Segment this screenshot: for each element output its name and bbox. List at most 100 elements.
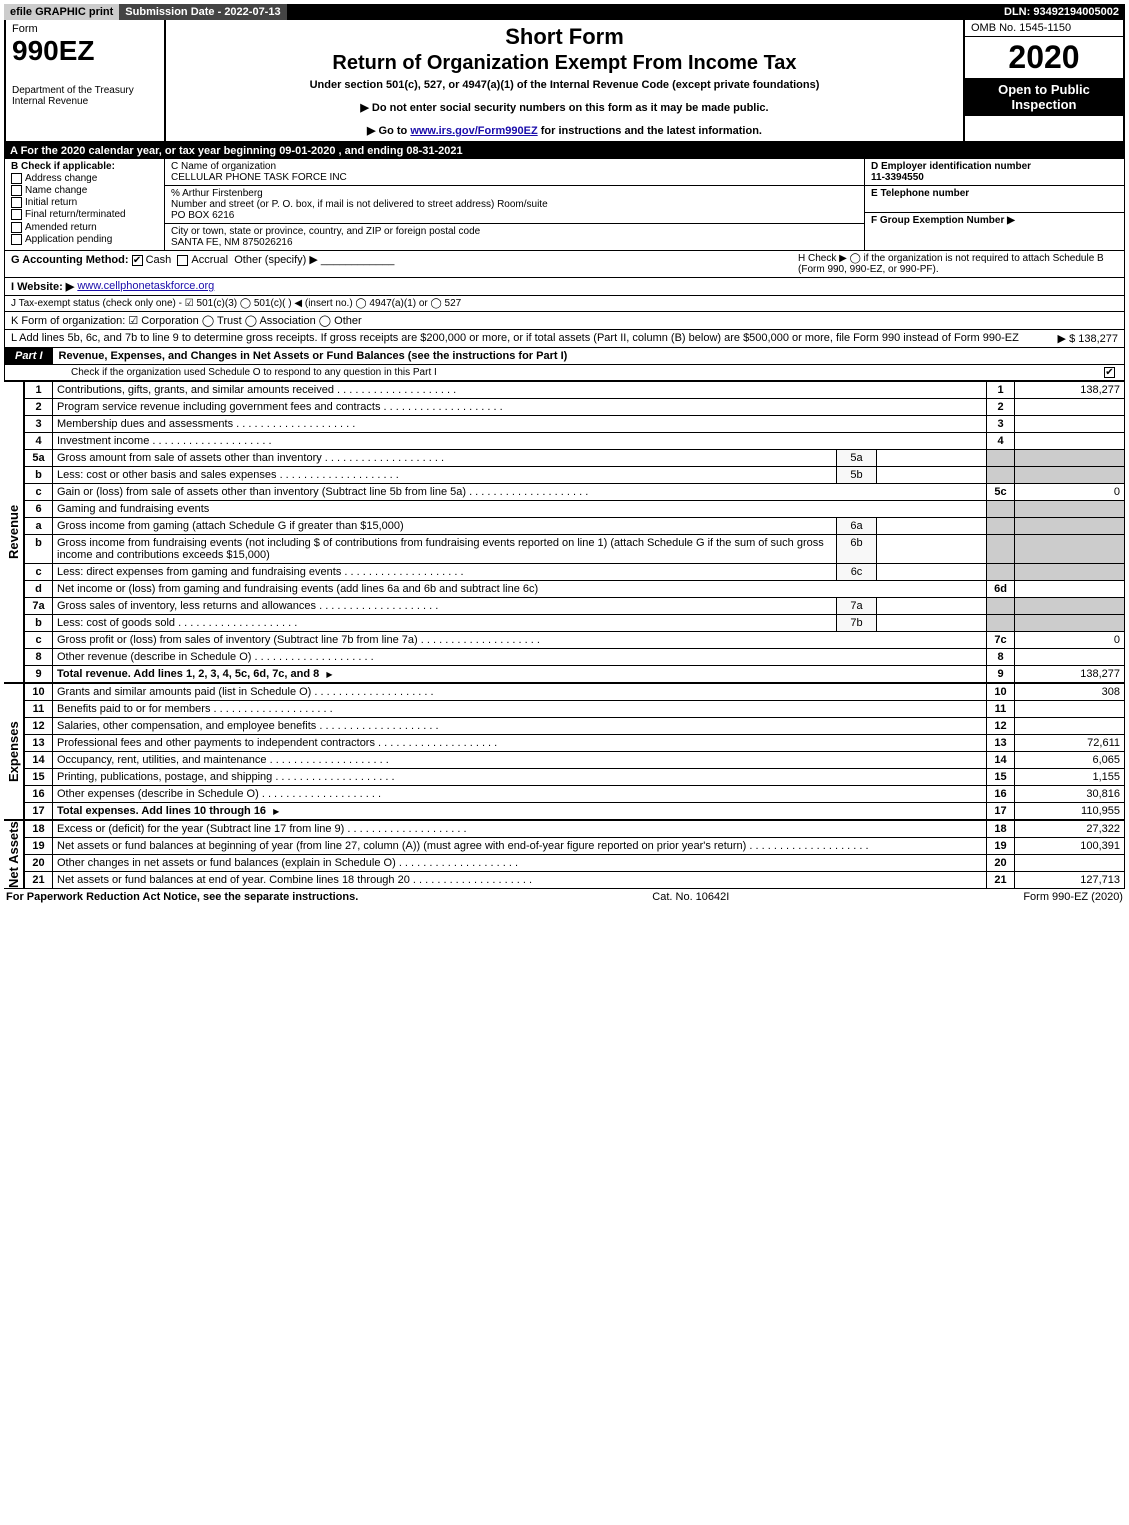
form-title-short: Short Form: [172, 24, 957, 50]
irs-link[interactable]: www.irs.gov/Form990EZ: [410, 125, 537, 137]
line-6a-num: a: [25, 518, 53, 535]
cash-checkbox[interactable]: [132, 255, 143, 266]
l-amount: ▶ $ 138,277: [1058, 332, 1118, 345]
line-14-no: 14: [987, 752, 1015, 769]
line-2-amount: [1015, 399, 1125, 416]
line-7b-num: b: [25, 615, 53, 632]
line-10-amount: 308: [1015, 684, 1125, 701]
line-8-amount: [1015, 649, 1125, 666]
line-6c-subval: [877, 564, 987, 581]
line-20-amount: [1015, 855, 1125, 872]
line-18-desc: Excess or (deficit) for the year (Subtra…: [53, 821, 987, 838]
amended-return-checkbox[interactable]: Amended return: [11, 222, 158, 233]
line-14-num: 14: [25, 752, 53, 769]
goto-prefix: ▶ Go to: [367, 125, 410, 137]
revenue-section: Revenue 1Contributions, gifts, grants, a…: [4, 381, 1125, 683]
line-4-no: 4: [987, 433, 1015, 450]
line-12-num: 12: [25, 718, 53, 735]
line-6c-desc: Less: direct expenses from gaming and fu…: [53, 564, 837, 581]
form-footer: For Paperwork Reduction Act Notice, see …: [4, 889, 1125, 905]
careof-name: % Arthur Firstenberg: [171, 188, 263, 199]
line-13-desc: Professional fees and other payments to …: [53, 735, 987, 752]
part-1-label: Part I: [5, 348, 53, 364]
revenue-table: 1Contributions, gifts, grants, and simil…: [24, 381, 1125, 683]
line-6-shade: [987, 501, 1015, 518]
top-bar: efile GRAPHIC print Submission Date - 20…: [4, 4, 1125, 20]
row-i-website: I Website: ▶ www.cellphonetaskforce.org: [4, 278, 1125, 296]
line-5c-desc: Gain or (loss) from sale of assets other…: [53, 484, 987, 501]
efile-label[interactable]: efile GRAPHIC print: [4, 4, 119, 20]
expenses-side-label: Expenses: [4, 683, 24, 820]
line-16-amount: 30,816: [1015, 786, 1125, 803]
form-header: Form 990EZ Department of the Treasury In…: [4, 20, 1125, 143]
submission-date: Submission Date - 2022-07-13: [119, 4, 286, 20]
line-18-amount: 27,322: [1015, 821, 1125, 838]
line-6a-subval: [877, 518, 987, 535]
line-20-desc: Other changes in net assets or fund bala…: [53, 855, 987, 872]
line-18-no: 18: [987, 821, 1015, 838]
line-7b-subval: [877, 615, 987, 632]
tax-year: 2020: [965, 37, 1123, 78]
g-label: G Accounting Method:: [11, 254, 129, 266]
accrual-checkbox[interactable]: [177, 255, 188, 266]
line-21-no: 21: [987, 872, 1015, 889]
line-4-desc: Investment income: [53, 433, 987, 450]
line-3-num: 3: [25, 416, 53, 433]
net-assets-section: Net Assets 18Excess or (deficit) for the…: [4, 820, 1125, 889]
initial-return-checkbox[interactable]: Initial return: [11, 197, 158, 208]
line-7a-desc: Gross sales of inventory, less returns a…: [53, 598, 837, 615]
col-c-org-info: C Name of organization CELLULAR PHONE TA…: [165, 159, 864, 250]
line-5a-sub: 5a: [837, 450, 877, 467]
line-7a-sub: 7a: [837, 598, 877, 615]
line-21-desc: Net assets or fund balances at end of ye…: [53, 872, 987, 889]
line-5b-num: b: [25, 467, 53, 484]
line-6b-num: b: [25, 535, 53, 564]
line-6b-amt-shade: [1015, 535, 1125, 564]
line-4-amount: [1015, 433, 1125, 450]
section-b-c-d: B Check if applicable: Address change Na…: [4, 159, 1125, 251]
schedule-o-checkbox[interactable]: [1104, 367, 1115, 378]
line-11-amount: [1015, 701, 1125, 718]
line-7c-amount: 0: [1015, 632, 1125, 649]
line-7b-amt-shade: [1015, 615, 1125, 632]
final-return-checkbox[interactable]: Final return/terminated: [11, 209, 158, 220]
line-10-desc: Grants and similar amounts paid (list in…: [53, 684, 987, 701]
line-7b-shade: [987, 615, 1015, 632]
line-7a-amt-shade: [1015, 598, 1125, 615]
line-11-no: 11: [987, 701, 1015, 718]
line-15-no: 15: [987, 769, 1015, 786]
application-pending-checkbox[interactable]: Application pending: [11, 234, 158, 245]
dept-label: Department of the Treasury Internal Reve…: [12, 85, 158, 107]
h-schedule-b: H Check ▶ ◯ if the organization is not r…: [798, 253, 1118, 275]
address-change-checkbox[interactable]: Address change: [11, 173, 158, 184]
line-9-amount: 138,277: [1015, 666, 1125, 683]
catalog-number: Cat. No. 10642I: [652, 891, 729, 903]
line-17-desc: Total expenses. Add lines 10 through 16: [53, 803, 987, 820]
line-11-desc: Benefits paid to or for members: [53, 701, 987, 718]
line-6b-sub: 6b: [837, 535, 877, 564]
part-1-header: Part I Revenue, Expenses, and Changes in…: [4, 348, 1125, 365]
i-label: I Website: ▶: [11, 280, 74, 293]
line-8-num: 8: [25, 649, 53, 666]
schedule-o-note: Check if the organization used Schedule …: [71, 367, 1104, 378]
omb-number: OMB No. 1545-1150: [965, 20, 1123, 37]
col-d-e-f: D Employer identification number 11-3394…: [864, 159, 1124, 250]
name-change-checkbox[interactable]: Name change: [11, 185, 158, 196]
street-label: Number and street (or P. O. box, if mail…: [171, 199, 548, 210]
line-17-no: 17: [987, 803, 1015, 820]
line-16-desc: Other expenses (describe in Schedule O): [53, 786, 987, 803]
line-17-num: 17: [25, 803, 53, 820]
c-name-label: C Name of organization: [171, 161, 276, 172]
line-5b-shade: [987, 467, 1015, 484]
org-name: CELLULAR PHONE TASK FORCE INC: [171, 172, 347, 183]
row-k-org-form: K Form of organization: ☑ Corporation ◯ …: [4, 312, 1125, 330]
line-5a-desc: Gross amount from sale of assets other t…: [53, 450, 837, 467]
line-6d-num: d: [25, 581, 53, 598]
line-7b-sub: 7b: [837, 615, 877, 632]
line-14-amount: 6,065: [1015, 752, 1125, 769]
paperwork-notice: For Paperwork Reduction Act Notice, see …: [6, 891, 358, 903]
line-14-desc: Occupancy, rent, utilities, and maintena…: [53, 752, 987, 769]
line-6d-amount: [1015, 581, 1125, 598]
website-link[interactable]: www.cellphonetaskforce.org: [77, 280, 214, 293]
form-footer-formno: Form 990-EZ (2020): [1023, 891, 1123, 903]
